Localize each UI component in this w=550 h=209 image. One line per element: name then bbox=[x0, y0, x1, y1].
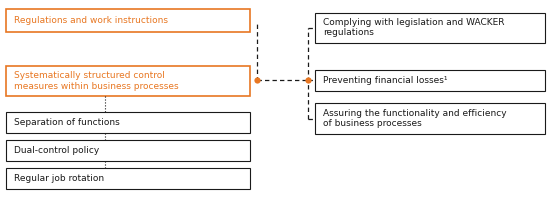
Bar bbox=[315, 103, 544, 134]
Text: Assuring the functionality and efficiency
of business processes: Assuring the functionality and efficienc… bbox=[323, 109, 507, 128]
Text: Regulations and work instructions: Regulations and work instructions bbox=[14, 16, 168, 25]
Text: Complying with legislation and WACKER
regulations: Complying with legislation and WACKER re… bbox=[323, 18, 504, 37]
Bar bbox=[6, 140, 250, 161]
Text: Dual-control policy: Dual-control policy bbox=[14, 146, 99, 155]
Text: Systematically structured control
measures within business processes: Systematically structured control measur… bbox=[14, 71, 178, 91]
Bar bbox=[315, 70, 544, 91]
Bar bbox=[6, 9, 250, 32]
Bar bbox=[6, 168, 250, 189]
Text: Separation of functions: Separation of functions bbox=[14, 118, 119, 127]
Text: Preventing financial losses¹: Preventing financial losses¹ bbox=[323, 76, 447, 85]
Bar bbox=[6, 112, 250, 133]
Bar bbox=[315, 13, 544, 43]
Text: Regular job rotation: Regular job rotation bbox=[14, 174, 104, 183]
Bar bbox=[6, 66, 250, 96]
